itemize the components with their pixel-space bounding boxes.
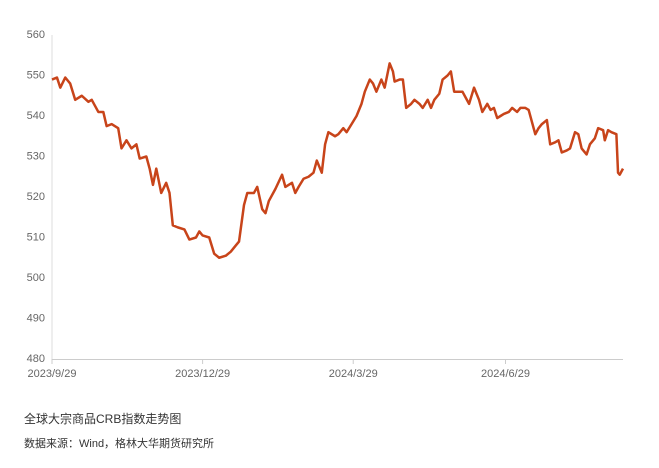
y-tick-label: 500 (27, 272, 45, 284)
source-note: 数据来源：Wind，格林大华期货研究所 (24, 436, 214, 450)
data-line (51, 62, 625, 259)
x-tick-label: 2023/12/29 (175, 368, 230, 380)
y-tick-label: 530 (27, 150, 45, 162)
x-tick-label: 2023/9/29 (28, 368, 77, 380)
y-tick-label: 520 (27, 191, 45, 203)
y-tick-label: 480 (27, 353, 45, 365)
y-tick-label: 510 (27, 231, 45, 243)
y-tick-label: 490 (27, 312, 45, 324)
y-tick-label: 550 (27, 69, 45, 81)
chart-title: 全球大宗商品CRB指数走势图 (24, 411, 181, 426)
y-tick-label: 560 (27, 29, 45, 41)
x-tick-label: 2024/6/29 (481, 368, 530, 380)
y-tick-label: 540 (27, 110, 45, 122)
x-tick-label: 2024/3/29 (329, 368, 378, 380)
